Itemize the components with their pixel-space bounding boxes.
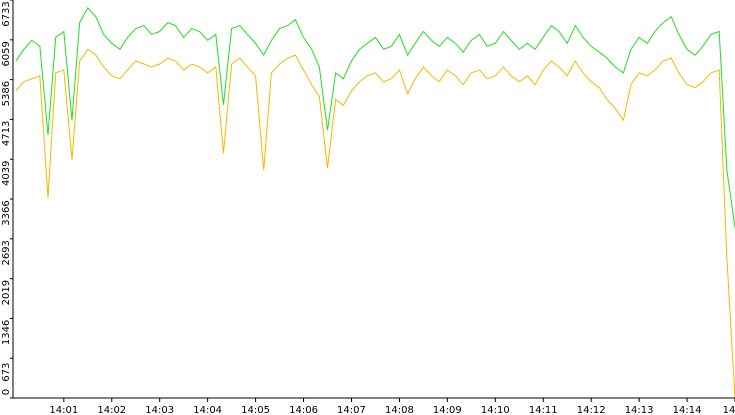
x-tick-label: 14:08 xyxy=(385,405,414,415)
x-tick-label: 14:09 xyxy=(433,405,462,415)
x-tick-label: 14:06 xyxy=(289,405,318,415)
y-tick-label: 6059 xyxy=(1,41,12,66)
y-tick-label: 2693 xyxy=(1,240,12,265)
y-tick-label: 3366 xyxy=(1,200,12,225)
x-tick-label: 14:12 xyxy=(577,405,606,415)
y-tick-label: 4039 xyxy=(1,161,12,186)
x-tick-label: 14:13 xyxy=(625,405,654,415)
y-tick-label: 0 xyxy=(1,389,12,395)
x-tick-label: 14:14 xyxy=(673,405,702,415)
x-tick-label: 14:10 xyxy=(481,405,510,415)
x-tick-label: 14:02 xyxy=(97,405,126,415)
x-tick-label: 14:01 xyxy=(49,405,78,415)
y-tick-label: 2019 xyxy=(1,280,12,305)
series-line xyxy=(15,7,735,228)
x-tick-label: 14:05 xyxy=(241,405,270,415)
x-tick-label: 14:03 xyxy=(145,405,174,415)
series-line xyxy=(15,48,735,399)
x-tick-label: 14:04 xyxy=(193,405,222,415)
x-tick-label: 14:11 xyxy=(529,405,558,415)
y-tick-label: 4713 xyxy=(1,121,12,146)
y-tick-label: 673 xyxy=(1,363,12,382)
x-tick-label: 14 xyxy=(723,405,735,415)
y-tick-label: 5386 xyxy=(1,81,12,106)
x-tick-label: 14:07 xyxy=(337,405,366,415)
y-tick-label: 1346 xyxy=(1,320,12,345)
y-tick-label: 6733 xyxy=(1,1,12,26)
